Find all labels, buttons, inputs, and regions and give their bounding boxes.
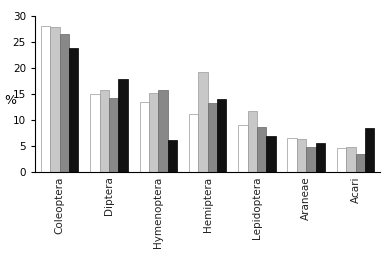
- Y-axis label: %: %: [4, 94, 16, 107]
- Bar: [140, 102, 149, 172]
- Bar: [109, 98, 118, 172]
- Bar: [266, 136, 275, 172]
- Bar: [297, 139, 306, 172]
- Bar: [238, 125, 248, 172]
- Bar: [257, 127, 266, 172]
- Bar: [168, 140, 177, 172]
- Bar: [90, 94, 100, 172]
- Bar: [41, 26, 50, 172]
- Bar: [208, 103, 217, 172]
- Bar: [189, 114, 198, 172]
- Bar: [315, 143, 325, 172]
- Bar: [355, 154, 365, 172]
- Bar: [365, 129, 374, 172]
- Bar: [337, 148, 346, 172]
- Bar: [50, 27, 60, 172]
- Bar: [346, 147, 355, 172]
- Bar: [306, 147, 315, 172]
- Bar: [149, 93, 158, 172]
- Bar: [248, 111, 257, 172]
- Bar: [158, 90, 168, 172]
- Bar: [198, 72, 208, 172]
- Bar: [217, 99, 226, 172]
- Bar: [69, 48, 78, 172]
- Bar: [288, 138, 297, 172]
- Bar: [118, 79, 128, 172]
- Bar: [60, 34, 69, 172]
- Bar: [100, 90, 109, 172]
